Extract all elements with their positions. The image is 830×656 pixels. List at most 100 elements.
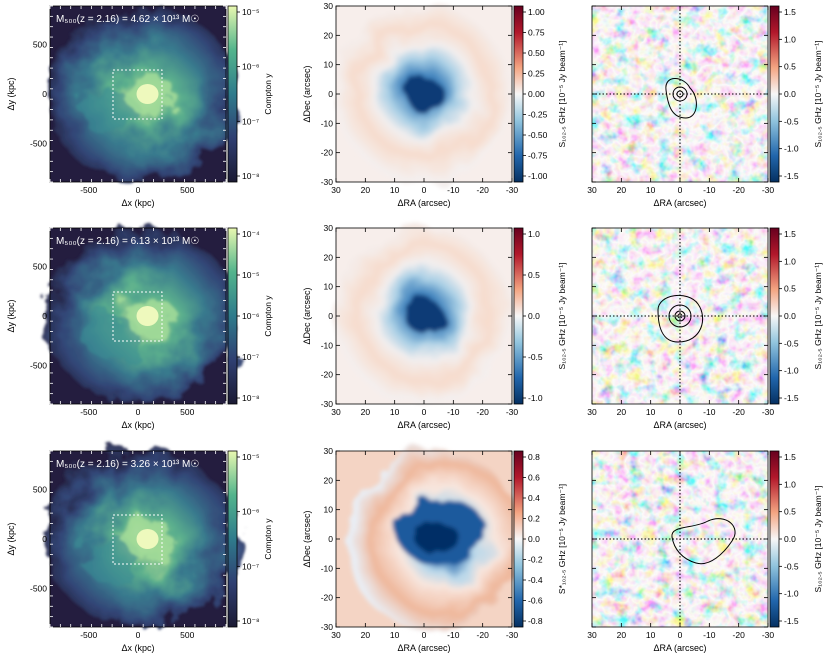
x-tick-label: 0 <box>678 185 683 195</box>
noise-panel: 30 20 10 0 -10 -20 -30 ΔRA (arcsec) 1.5 1.0 0.5 0.0… <box>587 227 823 430</box>
colorbar-tick-label: -0.2 <box>528 555 543 565</box>
mass-label: M₅₀₀(z = 2.16) = 3.26 × 10¹³ M☉ <box>56 459 199 470</box>
x-tick-label: -20 <box>477 185 490 195</box>
colorbar-tick-label: -1.5 <box>784 616 799 626</box>
colorbar-tick-label: 1.5 <box>784 452 796 462</box>
decrement-peak <box>412 519 457 552</box>
cluster-peak <box>136 529 159 549</box>
decrement-map <box>336 6 512 182</box>
x-tick-label: 20 <box>361 407 371 417</box>
colorbar-tick-label: -0.5 <box>784 338 799 348</box>
y-tick-label: 0 <box>328 311 333 321</box>
x-tick-label: -500 <box>80 185 97 195</box>
colorbar-label: S₁₀₂.₅ GHz [10⁻⁵ Jy beam⁻¹] <box>813 41 823 148</box>
x-tick-label: 20 <box>361 185 371 195</box>
colorbar <box>769 450 780 628</box>
x-tick-label: 0 <box>136 407 141 417</box>
compton-panel: M₅₀₀(z = 2.16) = 4.62 × 10¹³ M☉ -500 0 500 5… <box>6 5 273 208</box>
colorbar-tick-label: 0.6 <box>528 473 540 483</box>
x-axis-label: Δx (kpc) <box>121 643 154 653</box>
panel-frame <box>49 227 227 405</box>
y-tick-label: -500 <box>30 360 47 370</box>
x-tick-label: 10 <box>646 185 656 195</box>
colorbar-tick-label: 0.2 <box>528 514 540 524</box>
compton-panel: M₅₀₀(z = 2.16) = 6.13 × 10¹³ M☉ -500 0 500 5… <box>6 227 273 430</box>
y-tick-label: -30 <box>321 622 334 632</box>
colorbar-tick-label: 1.0 <box>784 34 796 44</box>
x-axis-label: ΔRA (arcsec) <box>397 420 450 430</box>
colorbar-label: Compton y <box>263 518 273 560</box>
y-axis-label: ΔDec (arcsec) <box>302 287 312 344</box>
x-tick-label: 500 <box>180 185 194 195</box>
colorbar-label: S₁₀₂.₅ GHz [10⁻⁵ Jy beam⁻¹] <box>557 41 567 148</box>
x-axis-label: ΔRA (arcsec) <box>397 198 450 208</box>
x-tick-label: 30 <box>587 407 597 417</box>
x-tick-label: -10 <box>703 630 716 640</box>
colorbar-tick-label: -0.75 <box>528 151 548 161</box>
colorbar-tick-label: 0.8 <box>528 452 540 462</box>
colorbar-tick-label: 10⁻⁵ <box>242 452 259 462</box>
y-tick-label: 0 <box>328 534 333 544</box>
compton-panel: M₅₀₀(z = 2.16) = 3.26 × 10¹³ M☉ -500 0 500 5… <box>6 450 273 653</box>
colorbar-tick-label: 0.5 <box>784 284 796 294</box>
x-tick-label: 30 <box>331 407 341 417</box>
colorbar-tick-label: -1.00 <box>528 171 548 181</box>
x-tick-label: -30 <box>506 407 519 417</box>
colorbar-tick-label: 10⁻⁶ <box>242 62 259 72</box>
substructure <box>81 537 142 581</box>
colorbar <box>513 450 524 628</box>
y-tick-label: 500 <box>33 485 47 495</box>
y-tick-label: 20 <box>324 475 334 485</box>
x-tick-label: 20 <box>617 185 627 195</box>
colorbar-tick-label: 0.00 <box>528 89 545 99</box>
colorbar-tick-label: 1.5 <box>784 229 796 239</box>
x-tick-label: 10 <box>390 630 400 640</box>
decrement-core <box>406 298 442 334</box>
x-tick-label: -20 <box>477 630 490 640</box>
x-tick-label: 20 <box>617 630 627 640</box>
y-tick-label: 0 <box>42 89 47 99</box>
x-tick-label: 500 <box>180 407 194 417</box>
zoom-box <box>112 291 163 342</box>
x-tick-label: 10 <box>390 407 400 417</box>
colorbar-tick-label: 10⁻⁷ <box>242 561 259 571</box>
x-tick-label: -30 <box>506 630 519 640</box>
zoom-box <box>112 514 163 565</box>
decrement-core <box>406 76 442 112</box>
x-axis-label: Δx (kpc) <box>121 420 154 430</box>
colorbar-tick-label: -1.0 <box>784 589 799 599</box>
x-tick-label: -20 <box>733 185 746 195</box>
colorbar-tick-label: 1.00 <box>528 7 545 17</box>
y-tick-label: 20 <box>324 30 334 40</box>
y-tick-label: 10 <box>324 282 334 292</box>
colorbar-tick-label: 10⁻⁶ <box>242 507 259 517</box>
colorbar-tick-label: 0.5 <box>528 270 540 280</box>
y-tick-label: -20 <box>321 593 334 603</box>
x-tick-label: -20 <box>477 407 490 417</box>
colorbar-tick-label: 1.0 <box>528 229 540 239</box>
colorbar <box>227 227 238 405</box>
x-axis-label: ΔRA (arcsec) <box>653 643 706 653</box>
colorbar-tick-label: -0.4 <box>528 575 543 585</box>
x-tick-label: 10 <box>646 407 656 417</box>
y-tick-label: 0 <box>42 311 47 321</box>
y-tick-label: 0 <box>328 89 333 99</box>
cluster-peak <box>136 306 159 326</box>
y-tick-label: 30 <box>324 223 334 233</box>
x-tick-label: 10 <box>646 630 656 640</box>
x-axis-label: ΔRA (arcsec) <box>653 420 706 430</box>
figure-row: M₅₀₀(z = 2.16) = 3.26 × 10¹³ M☉ -500 0 500 5… <box>6 446 823 653</box>
colorbar-tick-label: 0.0 <box>528 534 540 544</box>
compton-ticks <box>49 450 227 628</box>
x-axis-label: ΔRA (arcsec) <box>653 198 706 208</box>
contour-mid <box>672 86 688 102</box>
colorbar-tick-label: 10⁻⁸ <box>242 171 260 181</box>
y-axis-label: ΔDec (arcsec) <box>302 510 312 567</box>
y-tick-label: 0 <box>42 534 47 544</box>
colorbar-tick-label: -1.0 <box>528 393 543 403</box>
colorbar-tick-label: 0.0 <box>784 311 796 321</box>
x-tick-label: -30 <box>762 407 775 417</box>
